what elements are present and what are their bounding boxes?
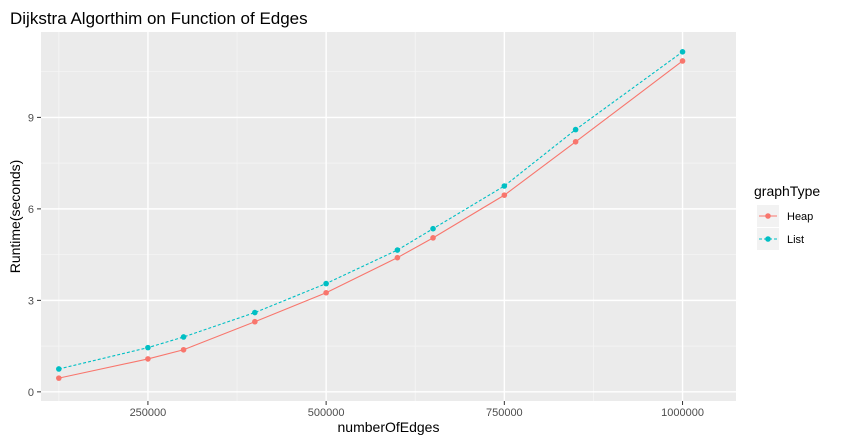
legend-label-list: List [787,234,804,246]
y-tick-label: 3 [28,295,34,307]
series-layer [56,49,686,381]
y-tick-label: 9 [28,112,34,124]
series-line-list [58,51,683,370]
data-point-heap [56,375,62,381]
x-axis: 250000 500000 750000 1000000 [130,401,704,419]
grid-lines [41,32,736,401]
chart-title: Dijkstra Algorthim on Function of Edges [10,9,308,28]
data-point-list [323,280,329,287]
x-tick-label: 250000 [130,407,167,419]
plot-panel [41,32,736,401]
series-heap [56,58,686,381]
x-axis-title: numberOfEdges [338,419,440,435]
data-point-list [394,247,401,253]
data-point-list [572,126,579,133]
series-list [56,49,686,372]
legend-label-heap: Heap [787,211,813,223]
data-point-list [679,49,686,55]
data-point-list [145,344,151,351]
data-point-list [430,225,436,232]
data-point-list [180,334,187,340]
y-axis: 0 3 6 9 [28,112,41,399]
data-point-heap [323,289,329,296]
data-point-heap [572,138,579,145]
data-point-heap [430,235,436,241]
data-point-heap [501,192,508,198]
legend-key-point [765,213,771,219]
data-point-heap [252,318,258,325]
data-point-heap [145,356,151,362]
data-point-heap [180,346,187,353]
data-point-heap [679,58,686,64]
data-point-list [501,183,508,189]
x-tick-label: 500000 [308,407,345,419]
data-point-heap [394,254,401,261]
y-tick-label: 0 [28,387,34,399]
y-tick-label: 6 [28,204,34,216]
data-point-list [56,366,62,372]
series-line-heap [58,60,683,379]
y-axis-title: Runtime(seconds) [7,160,23,274]
data-point-list [252,309,258,316]
legend-key-point [765,236,771,242]
legend-title: graphType [754,183,820,199]
x-tick-label: 750000 [486,407,523,419]
x-tick-label: 1000000 [661,407,704,419]
legend: graphType Heap List [754,183,820,250]
